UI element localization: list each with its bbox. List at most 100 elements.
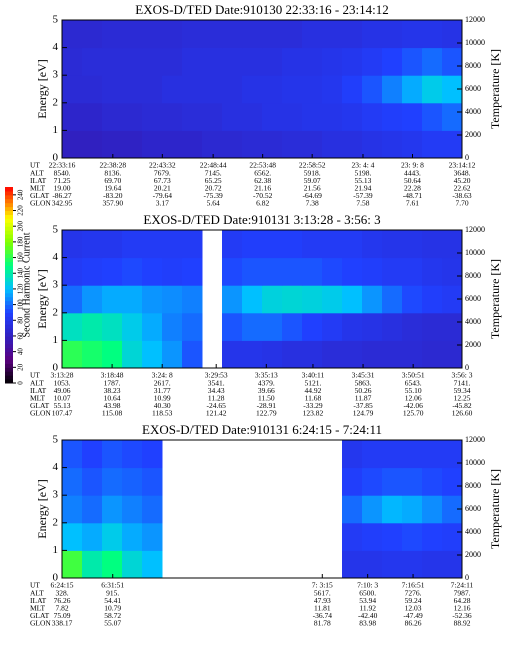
colorbar-step [5, 198, 13, 204]
heatmap-cell [362, 467, 383, 496]
ephemeris-label: GLON [30, 619, 51, 628]
ephemeris-value: 10.64 [104, 394, 121, 403]
heatmap-cell [102, 47, 123, 76]
heatmap-cell [122, 102, 143, 131]
heatmap-cell [422, 522, 443, 551]
heatmap-cell [182, 230, 203, 259]
heatmap-cell [382, 467, 403, 496]
ephemeris-value: 20.72 [205, 184, 222, 193]
colorbar-tick-label: 200 [17, 220, 25, 231]
y2-tick-label: 12000 [465, 225, 485, 234]
y-tick-label: 2 [53, 516, 59, 528]
ephemeris-value: 43.98 [104, 401, 121, 410]
heatmap-cell [402, 47, 423, 76]
ephemeris-value: 64.28 [454, 596, 471, 605]
ephemeris-value: 19.64 [104, 184, 121, 193]
ephemeris-value: 4379. [258, 378, 275, 387]
ephemeris-value: 11.50 [258, 394, 275, 403]
heatmap-cell [262, 102, 283, 131]
ephemeris-value: 22:43:32 [149, 161, 176, 170]
ephemeris-value: 54.41 [104, 596, 121, 605]
y-tick-label: 0 [53, 572, 59, 584]
colorbar-step [5, 343, 13, 349]
heatmap-cell [162, 230, 183, 259]
ephemeris-value: 7:16:51 [402, 581, 425, 590]
heatmap-cell [342, 102, 363, 131]
ephemeris-value: 47.93 [314, 596, 331, 605]
heatmap-cell [422, 130, 443, 159]
colorbar-step [5, 210, 13, 215]
heatmap-cell [302, 20, 323, 49]
heatmap-cell [442, 130, 463, 159]
heatmap-cell [382, 230, 403, 259]
y2-tick-label: 8000 [465, 481, 481, 490]
ephemeris-value: 55.13 [355, 176, 372, 185]
heatmap-cell [142, 467, 163, 496]
colorbar-step [5, 351, 13, 357]
ephemeris-value: 62.38 [254, 176, 271, 185]
ephemeris-value: 5918. [304, 168, 321, 177]
ephemeris-value: -47.49 [403, 611, 423, 620]
heatmap-cell [382, 257, 403, 286]
heatmap-cell [102, 550, 123, 579]
heatmap-cell [282, 230, 303, 259]
colorbar-step [5, 304, 13, 310]
heatmap-cell [62, 20, 83, 49]
y2-tick-label: 10000 [465, 38, 485, 47]
heatmap-cell [142, 285, 163, 314]
heatmap-cell [202, 20, 223, 49]
heatmap-cell [122, 467, 143, 496]
heatmap-cell [382, 75, 403, 104]
heatmap-cell [182, 340, 203, 369]
heatmap-cell [222, 102, 243, 131]
colorbar-step [5, 312, 13, 317]
ephemeris-value: -45.82 [452, 401, 472, 410]
ephemeris-value: 22.28 [404, 184, 421, 193]
heatmap-cell [142, 102, 163, 131]
ephemeris-value: 124.79 [353, 409, 374, 418]
heatmap-cell [82, 130, 103, 159]
heatmap-cell [242, 20, 263, 49]
colorbar-step [5, 237, 13, 243]
heatmap-cell [402, 495, 423, 524]
y-tick-label: 2 [53, 96, 59, 108]
y2-axis-label: Temperature [K] [488, 469, 502, 549]
y-tick-label: 5 [53, 14, 59, 26]
heatmap-cell [62, 102, 83, 131]
heatmap-cell [282, 102, 303, 131]
colorbar-step [5, 375, 13, 380]
heatmap-cell [202, 47, 223, 76]
ephemeris-value: 6543. [405, 378, 422, 387]
ephemeris-value: 126.60 [452, 409, 473, 418]
colorbar-step [5, 308, 13, 313]
heatmap-cell [242, 312, 263, 341]
heatmap-cell [442, 75, 463, 104]
ephemeris-value: 7.61 [406, 199, 419, 208]
y2-tick-label: 4000 [465, 107, 481, 116]
heatmap-cell [222, 230, 243, 259]
heatmap-cell [162, 340, 183, 369]
ephemeris-value: 11.68 [305, 394, 322, 403]
panel-title: EXOS-D/TED Date:910130 22:33:16 - 23:14:… [135, 2, 388, 17]
ephemeris-value: -52.36 [452, 611, 472, 620]
heatmap-cell [442, 20, 463, 49]
heatmap-cell [182, 285, 203, 314]
colorbar-step [5, 363, 13, 368]
heatmap-cell [122, 230, 143, 259]
heatmap-cell [82, 550, 103, 579]
heatmap-cell [382, 522, 403, 551]
ephemeris-value: 49.06 [54, 386, 71, 395]
heatmap-cell [62, 257, 83, 286]
heatmap-cell [142, 20, 163, 49]
heatmap-cell [262, 340, 283, 369]
ephemeris-value: 8540. [54, 168, 71, 177]
heatmap-cell [142, 47, 163, 76]
ephemeris-value: -33.29 [303, 401, 323, 410]
ephemeris-value: 21.16 [254, 184, 271, 193]
heatmap-cell [82, 312, 103, 341]
heatmap-cell [402, 467, 423, 496]
y2-tick-label: 6000 [465, 294, 481, 303]
ephemeris-value: 123.82 [303, 409, 324, 418]
ephemeris-value: 3:24: 8 [152, 371, 173, 380]
ephemeris-value: 1053. [54, 378, 71, 387]
